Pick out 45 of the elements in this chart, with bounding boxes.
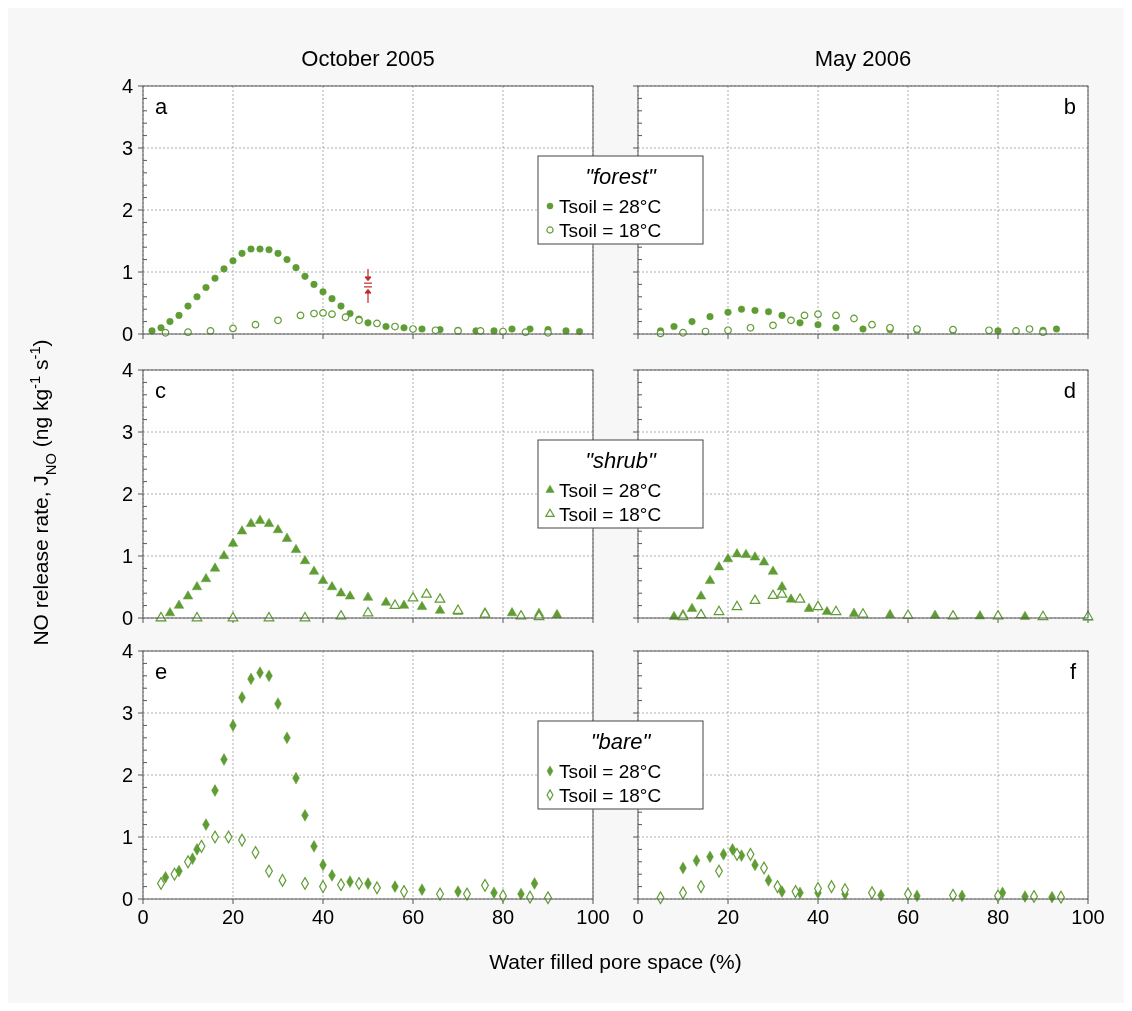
legend-title: "bare"	[590, 729, 652, 754]
x-tick-label: 0	[632, 906, 644, 928]
annotation: a	[155, 94, 168, 119]
x-tick-label: 100	[576, 906, 610, 928]
y-tick-label: 2	[121, 764, 133, 786]
annotation: d	[1063, 378, 1076, 403]
x-tick-label: 80	[491, 906, 515, 928]
x-tick-label: 100	[1071, 906, 1105, 928]
x-tick-label: 0	[137, 906, 149, 928]
y-tick-label: 1	[121, 545, 133, 567]
legend-label: Tsoil = 18°C	[559, 219, 662, 241]
y-tick-label: 0	[121, 323, 133, 345]
y-tick-label: 3	[121, 421, 133, 443]
legend-label: Tsoil = 18°C	[559, 784, 662, 806]
x-tick-label: 40	[806, 906, 830, 928]
legend-label: Tsoil = 28°C	[559, 760, 662, 782]
y-tick-label: 0	[121, 607, 133, 629]
legend-label: Tsoil = 28°C	[559, 479, 662, 501]
chart-title: October 2005	[301, 46, 435, 71]
legend-title: "shrub"	[585, 448, 658, 473]
y-tick-label: 2	[121, 483, 133, 505]
x-tick-label: 20	[716, 906, 740, 928]
x-tick-label: 80	[986, 906, 1010, 928]
y-tick-label: 3	[121, 702, 133, 724]
annotation: c	[155, 378, 166, 403]
y-tick-label: 1	[121, 826, 133, 848]
x-tick-label: 60	[401, 906, 425, 928]
y-tick-label: 4	[121, 640, 133, 662]
x-axis-title: Water filled pore space (%)	[489, 950, 742, 973]
y-tick-label: 3	[121, 137, 133, 159]
annotation: b	[1063, 94, 1076, 119]
y-tick-label: 2	[121, 199, 133, 221]
y-tick-label: 4	[121, 75, 133, 97]
y-tick-label: 0	[121, 888, 133, 910]
annotation: f	[1069, 659, 1077, 684]
y-tick-label: 1	[121, 261, 133, 283]
legend-label: Tsoil = 28°C	[559, 195, 662, 217]
annotation: e	[155, 659, 168, 684]
x-tick-label: 20	[221, 906, 245, 928]
legend-label: Tsoil = 18°C	[559, 503, 662, 525]
legend-title: "forest"	[585, 164, 658, 189]
y-tick-label: 4	[121, 359, 133, 381]
chart-title: May 2006	[814, 46, 912, 71]
x-tick-label: 60	[896, 906, 920, 928]
x-tick-label: 40	[311, 906, 335, 928]
